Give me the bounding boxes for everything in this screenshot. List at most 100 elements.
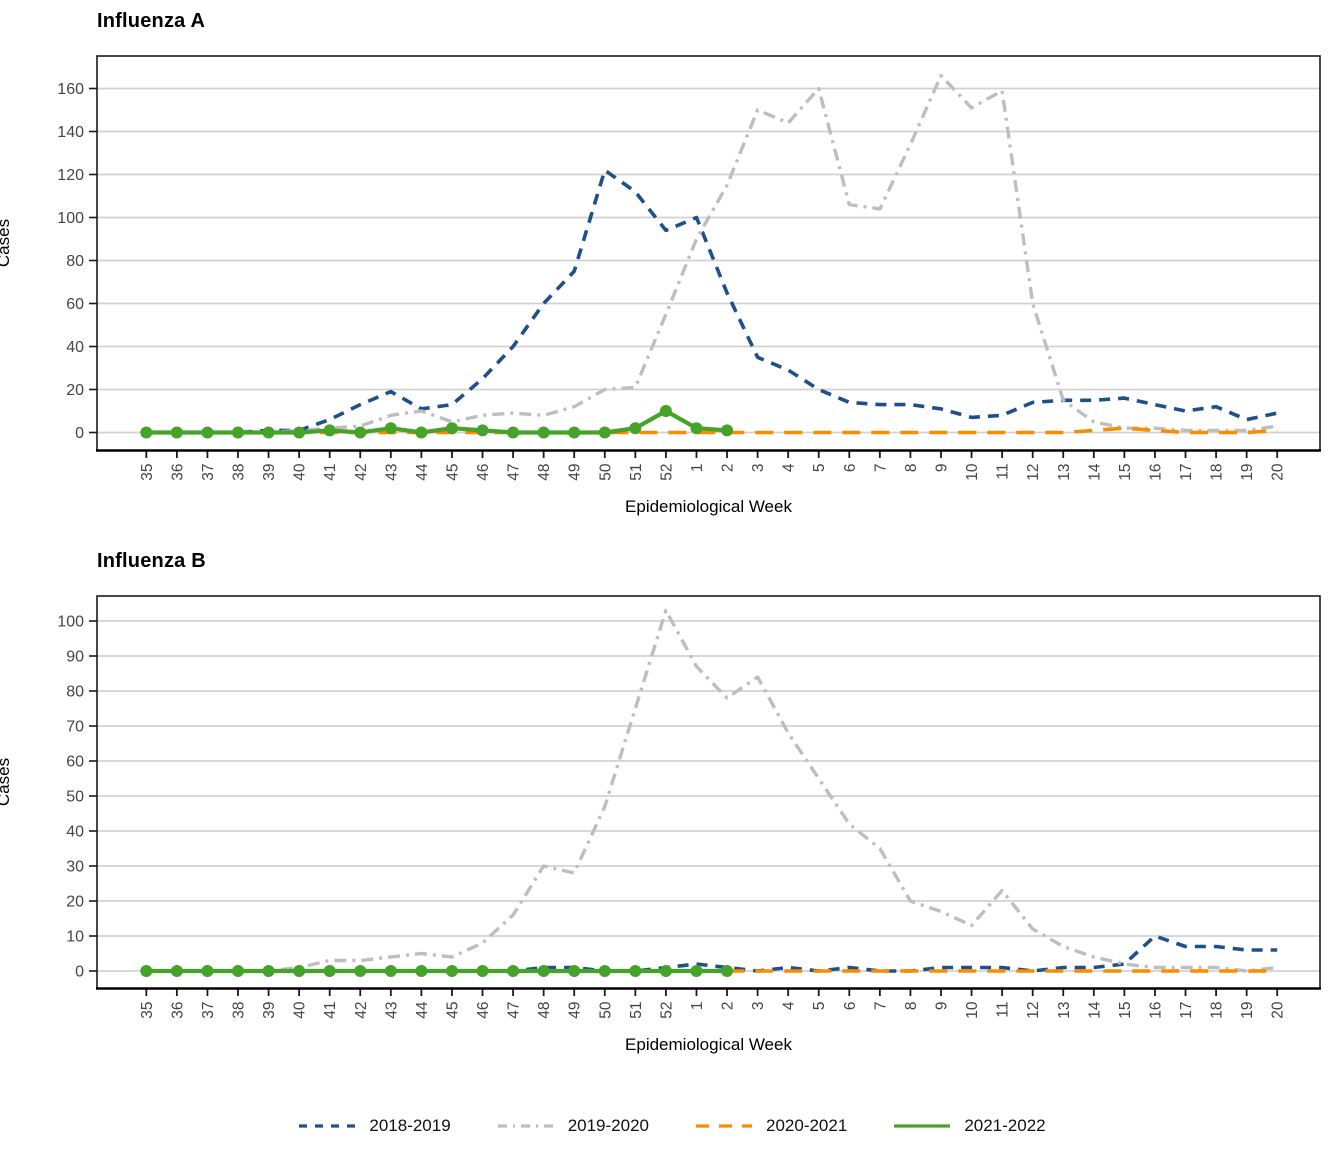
data-point-marker [140, 426, 153, 439]
x-tick-label: 35 [139, 464, 156, 481]
data-point-marker [354, 965, 367, 977]
series-markers-2021-2022 [140, 405, 734, 439]
x-tick-label: 50 [597, 1001, 614, 1019]
legend-key-2020-2021-line [696, 1124, 752, 1128]
x-tick-label: 4 [781, 1001, 798, 1010]
x-tick-label: 15 [1117, 1002, 1134, 1019]
x-tick-label: 3 [750, 1002, 767, 1011]
x-tick-label: 37 [200, 464, 217, 481]
x-tick-label: 12 [1025, 464, 1042, 481]
x-tick-label: 39 [261, 464, 278, 481]
legend-item-2018-2019: 2018-2019 [298, 1116, 451, 1136]
data-point-marker [140, 965, 153, 977]
x-tick-label: 49 [567, 1002, 584, 1019]
x-tick-label: 43 [383, 464, 400, 481]
data-point-marker [323, 424, 336, 437]
legend-key-2019-2020-line [497, 1124, 554, 1128]
x-tick-label: 19 [1239, 464, 1256, 481]
data-point-marker [598, 965, 611, 977]
y-tick-label: 90 [66, 649, 84, 666]
y-tick-label: 30 [66, 859, 84, 876]
data-point-marker [170, 965, 183, 977]
legend-item-2021-2022: 2021-2022 [893, 1116, 1046, 1136]
y-tick-label: 10 [66, 929, 84, 946]
x-tick-label: 13 [1056, 1002, 1073, 1019]
data-point-marker [476, 424, 489, 437]
x-tick-label: 1 [689, 464, 706, 473]
x-tick-label: 46 [475, 1002, 492, 1019]
data-point-marker [293, 965, 306, 977]
data-point-marker [201, 426, 214, 439]
x-tick-label: 2 [720, 464, 737, 473]
x-tick-label: 8 [903, 1002, 920, 1011]
y-tick-label: 0 [75, 425, 84, 442]
x-tick-label: 42 [353, 464, 370, 481]
x-tick-label: 15 [1117, 464, 1134, 481]
x-tick-label: 45 [444, 1002, 461, 1019]
x-tick-label: 6 [842, 464, 859, 473]
legend-label: 2019-2020 [567, 1116, 649, 1135]
data-point-marker [476, 965, 489, 977]
y-tick-label: 60 [66, 296, 84, 313]
data-point-marker [537, 965, 550, 977]
data-point-marker [445, 965, 458, 977]
data-point-marker [445, 422, 458, 435]
x-tick-label: 14 [1086, 1001, 1103, 1019]
x-tick-label: 9 [933, 1002, 950, 1011]
x-tick-label: 52 [658, 464, 675, 481]
y-tick-label: 100 [57, 614, 84, 631]
data-point-marker [629, 422, 642, 435]
x-tick-label: 18 [1209, 464, 1226, 481]
y-tick-label: 20 [66, 894, 84, 911]
data-point-marker [537, 426, 550, 439]
data-point-marker [507, 965, 520, 977]
x-tick-label: 14 [1086, 463, 1103, 481]
x-tick-label: 11 [995, 1002, 1012, 1018]
y-tick-label: 120 [57, 167, 84, 184]
x-tick-label: 36 [169, 1002, 186, 1019]
y-tick-label: 100 [57, 210, 84, 227]
panel-border [96, 595, 1321, 990]
y-tick-label: 70 [66, 719, 84, 736]
series-markers-2021-2022 [140, 965, 734, 977]
data-point-marker [262, 426, 275, 439]
x-tick-label: 7 [872, 1002, 889, 1011]
x-tick-label: 13 [1056, 464, 1073, 481]
x-tick-label: 40 [292, 1001, 309, 1019]
x-tick-label: 6 [842, 1002, 859, 1011]
legend-label: 2020-2021 [766, 1116, 848, 1135]
x-tick-label: 3 [750, 464, 767, 473]
data-point-marker [721, 424, 734, 437]
gridlines [89, 620, 1320, 972]
x-tick-label: 41 [322, 464, 339, 481]
y-tick-label: 40 [66, 339, 84, 356]
x-tick-label: 5 [811, 464, 828, 473]
x-tick-label: 10 [964, 463, 981, 481]
x-tick-label: 44 [414, 1001, 431, 1019]
panel-a-x-axis-title: Epidemiological Week [625, 497, 792, 516]
x-tick-label: 16 [1147, 1002, 1164, 1019]
data-point-marker [507, 426, 520, 439]
data-point-marker [415, 965, 428, 977]
y-tick-label: 80 [66, 253, 84, 270]
x-tick-label: 41 [322, 1002, 339, 1019]
x-tick-label: 12 [1025, 1002, 1042, 1019]
panel-b-title: Influenza B [97, 550, 206, 572]
x-tick-label: 47 [506, 464, 523, 481]
x-tick-label: 46 [475, 464, 492, 481]
data-point-marker [323, 965, 336, 977]
data-point-marker [629, 965, 642, 977]
data-point-marker [659, 405, 672, 417]
y-tick-label: 50 [66, 789, 84, 806]
legend-key-2018-2019-line [299, 1124, 356, 1128]
data-point-marker [568, 965, 581, 977]
data-point-marker [170, 426, 183, 439]
x-tick-label: 1 [689, 1002, 706, 1011]
y-tick-label: 60 [66, 754, 84, 771]
x-tick-label: 51 [628, 464, 645, 481]
data-point-marker [568, 426, 581, 439]
x-tick-label: 35 [139, 1002, 156, 1019]
series-line-2018-2019 [146, 168, 1278, 435]
